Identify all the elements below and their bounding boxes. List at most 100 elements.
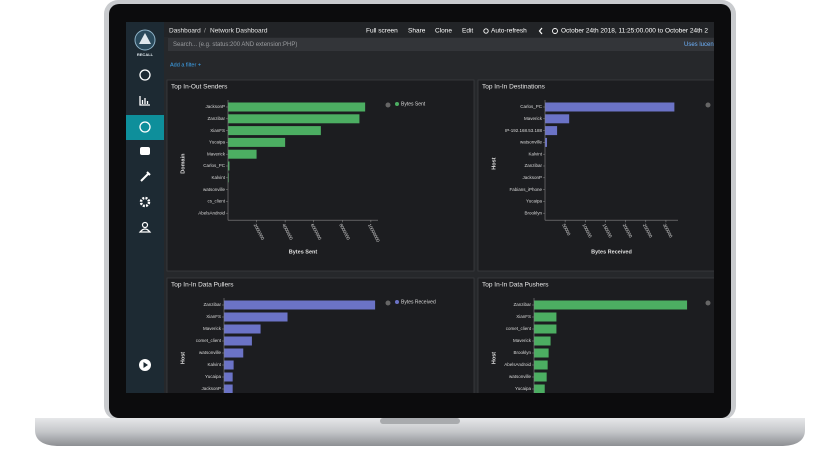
bar [224,336,252,346]
bar [545,114,570,124]
nav-dashboard-active[interactable] [126,115,164,140]
syntax-link[interactable]: Uses lucen [684,42,714,48]
panel [477,79,714,272]
nav-user-body [138,228,152,233]
nav-devtools[interactable] [140,171,151,182]
bar [534,336,551,346]
category-label: watsonville [203,187,226,192]
nav-management[interactable] [139,196,151,208]
nav-discover[interactable] [139,69,151,81]
time-range[interactable]: October 24th 2018, 11:25:00.000 to Octob… [561,28,708,35]
header-action[interactable]: Auto-refresh [491,28,527,35]
bar [224,384,233,393]
bar [228,173,229,183]
category-label: Kalvint [211,175,225,180]
screen: RECALL Dashboard / Network Dashboard Full s… [126,22,714,393]
nav-user[interactable] [141,221,149,229]
category-label: Zanzibar [207,116,225,121]
add-filter[interactable]: Add a filter + [170,62,201,68]
header-action[interactable]: Edit [462,28,473,35]
category-label: watsonville [199,350,222,355]
y-axis-label: Host [491,157,497,169]
category-label: XianFS [206,314,221,319]
bar [228,137,286,147]
category-label: Brooklyn [524,210,542,215]
logo-text: RECALL [137,52,154,57]
x-tick-label: 100000 [581,223,593,239]
legend-toggle[interactable] [385,300,391,306]
x-tick-label: 150000 [602,223,614,239]
category-label: XianFS [210,128,225,133]
bar [224,312,288,322]
category-label: AbelsAndroid [504,362,531,367]
refresh-icon [483,28,489,34]
bar [224,360,234,370]
bar [224,324,261,334]
bar [545,126,558,136]
header-action[interactable]: Share [408,28,426,35]
panel-title: Top In-Out Senders [171,84,228,91]
panel [477,277,714,393]
top-bar [164,22,714,37]
category-label: Brooklyn [513,350,531,355]
bar [534,384,545,393]
category-label: JacksonP [201,386,221,391]
panel-title: Top In-In Data Pushers [482,282,549,289]
category-label: Kalvint [207,362,221,367]
legend-swatch [395,300,399,304]
x-tick-label: 300000 [662,223,674,239]
x-tick-label: 200000 [622,223,634,239]
category-label: Zanzibar [203,302,221,307]
bar [545,102,675,112]
category-label: Zanzibar [513,302,531,307]
nav-visualize[interactable] [139,96,150,106]
category-label: comet_client [196,338,222,343]
notch [380,418,460,424]
x-axis-label: Bytes Received [591,249,632,255]
clock-icon [552,28,558,34]
logo-mark [139,33,151,44]
y-axis-label: Host [180,352,186,364]
category-label: XianFS [516,314,531,319]
nav-dashboard-icon [139,121,151,133]
category-label: Carlos_PC [520,104,543,109]
nav-timelion[interactable] [140,147,150,155]
bar [534,300,688,310]
category-label: AbelsAndroid [198,210,225,215]
bar [228,102,366,112]
nav-collapse-icon [143,362,148,368]
category-label: watsonville [509,374,532,379]
prev-time[interactable] [538,27,543,35]
bar [534,360,548,370]
search-placeholder: Search... (e.g. status:200 AND extension… [173,42,297,48]
category-label: Yucaipa [209,140,226,145]
bar [534,324,557,334]
legend-label: Bytes Sent [401,101,426,107]
legend-toggle[interactable] [705,300,711,306]
header-action[interactable]: Clone [435,28,452,35]
category-label: IP-192.168.53.188 [505,128,543,133]
category-label: Maverick [207,151,226,156]
category-label: Maverick [524,116,543,121]
breadcrumb-root[interactable]: Dashboard [169,28,201,35]
category-label: JacksonP [205,104,225,109]
bar [534,372,547,382]
category-label: Zanzibar [524,163,542,168]
search-bar[interactable] [168,38,714,51]
bar [534,312,557,322]
panel-title: Top In-In Data Pullers [171,282,234,289]
bar [224,348,244,358]
category-label: Maverick [513,338,532,343]
breadcrumb-current: Network Dashboard [210,28,268,35]
header-action[interactable]: Full screen [366,28,398,35]
legend-toggle[interactable] [385,102,391,108]
legend-swatch [395,102,399,106]
x-tick-label: 250000 [642,223,654,239]
breadcrumb-sep: / [204,28,206,35]
legend-toggle[interactable] [705,102,711,108]
bar [228,114,360,124]
x-tick-label: 50000 [561,223,572,237]
bar [228,126,321,136]
